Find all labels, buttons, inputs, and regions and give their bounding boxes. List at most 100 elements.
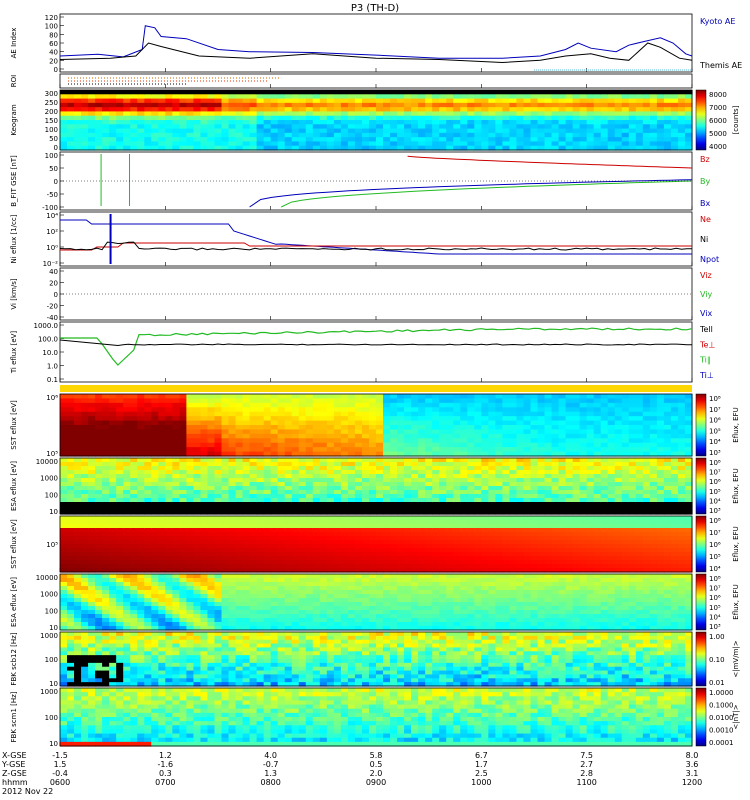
- heatmap-cell: [509, 433, 518, 439]
- heatmap-cell: [144, 470, 152, 475]
- heatmap-cell: [291, 411, 300, 417]
- heatmap-cell: [628, 416, 637, 422]
- heatmap-cell: [530, 552, 539, 557]
- heatmap-cell: [516, 520, 525, 525]
- heatmap-cell: [509, 560, 518, 565]
- heatmap-cell: [326, 548, 335, 553]
- heatmap-cell: [151, 394, 159, 400]
- heatmap-cell: [495, 486, 503, 491]
- heatmap-cell: [88, 145, 96, 151]
- heatmap-cell: [502, 145, 511, 151]
- heatmap-cell: [242, 540, 251, 545]
- heatmap-cell: [502, 544, 511, 549]
- heatmap-cell: [165, 486, 173, 491]
- heatmap-cell: [74, 120, 82, 125]
- heatmap-cell: [474, 438, 482, 444]
- heatmap-cell: [123, 462, 131, 467]
- heatmap-cell: [411, 107, 419, 113]
- heatmap-cell: [558, 486, 567, 491]
- heatmap-cell: [270, 145, 279, 151]
- heatmap-cell: [326, 458, 335, 463]
- heatmap-cell: [495, 520, 503, 525]
- heatmap-cell: [404, 520, 412, 525]
- heatmap-cell: [158, 516, 166, 521]
- heatmap-cell: [488, 145, 496, 151]
- heatmap-cell: [361, 433, 370, 439]
- heatmap-cell: [368, 470, 377, 475]
- heatmap-cell: [228, 411, 237, 417]
- heatmap-cell: [256, 552, 265, 557]
- heatmap-cell: [256, 490, 265, 495]
- heatmap-cell: [439, 137, 447, 143]
- heatmap-cell: [467, 466, 475, 471]
- heatmap-cell: [376, 556, 384, 561]
- heatmap-cell: [235, 478, 244, 483]
- heatmap-cell: [418, 560, 426, 565]
- heatmap-cell: [572, 486, 581, 491]
- heatmap-cell: [376, 394, 384, 400]
- heatmap-cell: [123, 532, 131, 537]
- heatmap-cell: [144, 141, 152, 147]
- heatmap-cell: [404, 462, 412, 467]
- heatmap-cell: [298, 124, 307, 130]
- heatmap-cell: [193, 438, 202, 444]
- heatmap-cell: [263, 510, 272, 515]
- heatmap-cell: [383, 90, 391, 95]
- heatmap-cell: [621, 145, 630, 151]
- heatmap-cell: [446, 494, 454, 499]
- heatmap-cell: [165, 556, 173, 561]
- heatmap-cell: [544, 552, 553, 557]
- heatmap-cell: [376, 474, 384, 479]
- heatmap-cell: [312, 120, 321, 125]
- heatmap-cell: [95, 451, 103, 457]
- heatmap-cell: [67, 458, 75, 463]
- heatmap-cell: [74, 532, 82, 537]
- heatmap-cell: [481, 528, 489, 533]
- heatmap-cell: [635, 132, 644, 138]
- heatmap-cell: [207, 402, 216, 408]
- heatmap-cell: [74, 420, 82, 426]
- heatmap-cell: [684, 438, 693, 444]
- heatmap-cell: [109, 498, 117, 503]
- heatmap-cell: [439, 115, 447, 121]
- heatmap-cell: [474, 532, 482, 537]
- heatmap-cell: [446, 107, 454, 113]
- heatmap-cell: [558, 124, 567, 130]
- heatmap-cell: [404, 482, 412, 487]
- heatmap-cell: [460, 466, 468, 471]
- panel-frame: [59, 393, 693, 457]
- heatmap-cell: [453, 556, 461, 561]
- heatmap-cell: [165, 462, 173, 467]
- heatmap-cell: [453, 520, 461, 525]
- heatmap-cell: [502, 111, 511, 117]
- heatmap-cell: [221, 528, 230, 533]
- heatmap-cell: [214, 490, 223, 495]
- heatmap-cell: [81, 466, 89, 471]
- heatmap-cell: [228, 128, 237, 134]
- heatmap-cell: [207, 111, 216, 117]
- heatmap-cell: [432, 115, 440, 121]
- heatmap-cell: [516, 141, 525, 147]
- heatmap-cell: [221, 564, 230, 569]
- heatmap-cell: [298, 90, 307, 95]
- heatmap-cell: [242, 115, 251, 121]
- heatmap-cell: [186, 506, 195, 511]
- heatmap-cell: [418, 107, 426, 113]
- heatmap-cell: [81, 141, 89, 147]
- heatmap-cell: [95, 486, 103, 491]
- heatmap-cell: [228, 568, 237, 573]
- heatmap-cell: [214, 407, 223, 413]
- heatmap-cell: [193, 416, 202, 422]
- heatmap-cell: [621, 120, 630, 125]
- heatmap-cell: [249, 510, 258, 515]
- heatmap-cell: [249, 528, 258, 533]
- heatmap-cell: [263, 447, 272, 453]
- heatmap-cell: [256, 506, 265, 511]
- heatmap-cell: [228, 482, 237, 487]
- heatmap-cell: [67, 528, 75, 533]
- heatmap-cell: [397, 451, 405, 457]
- heatmap-cell: [347, 124, 356, 130]
- heatmap-cell: [481, 490, 489, 495]
- heatmap-cell: [340, 425, 349, 431]
- heatmap-cell: [256, 560, 265, 565]
